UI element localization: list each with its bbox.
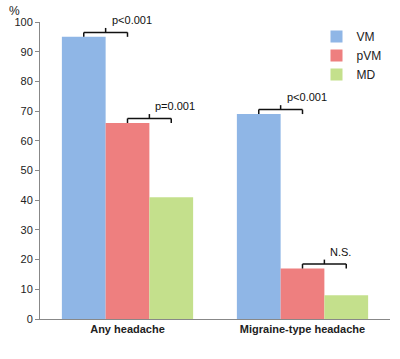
svg-text:60: 60 bbox=[21, 135, 33, 147]
svg-text:p<0.001: p<0.001 bbox=[287, 91, 327, 103]
svg-text:N.S.: N.S. bbox=[330, 246, 351, 258]
svg-text:p=0.001: p=0.001 bbox=[155, 100, 195, 112]
svg-text:0: 0 bbox=[27, 313, 33, 325]
svg-text:Migraine-type headache: Migraine-type headache bbox=[240, 323, 365, 335]
svg-text:70: 70 bbox=[21, 105, 33, 117]
svg-text:50: 50 bbox=[21, 164, 33, 176]
svg-text:Any headache: Any headache bbox=[90, 323, 165, 335]
svg-text:40: 40 bbox=[21, 194, 33, 206]
svg-text:30: 30 bbox=[21, 224, 33, 236]
svg-text:MD: MD bbox=[357, 68, 376, 82]
svg-text:90: 90 bbox=[21, 46, 33, 58]
svg-text:100: 100 bbox=[14, 16, 32, 28]
svg-text:%: % bbox=[9, 4, 20, 18]
svg-text:VM: VM bbox=[357, 30, 375, 44]
svg-text:80: 80 bbox=[21, 75, 33, 87]
svg-text:10: 10 bbox=[21, 283, 33, 295]
svg-text:p<0.001: p<0.001 bbox=[112, 14, 152, 26]
svg-text:20: 20 bbox=[21, 253, 33, 265]
svg-text:pVM: pVM bbox=[357, 49, 382, 63]
